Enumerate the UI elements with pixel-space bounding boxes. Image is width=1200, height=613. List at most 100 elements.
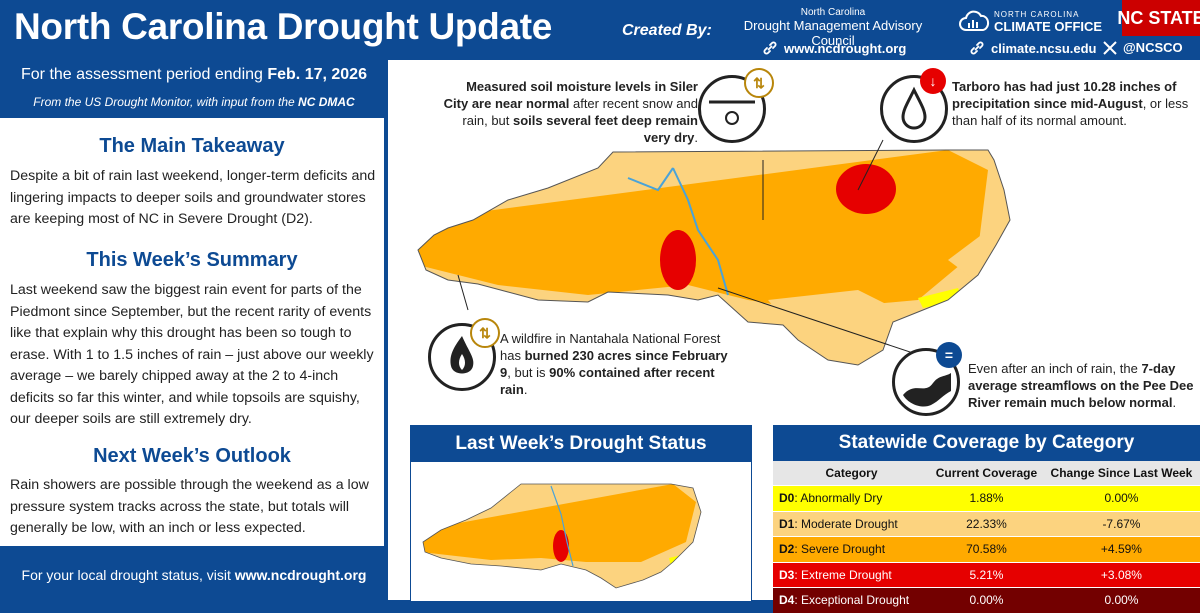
outlook-heading: Next Week’s Outlook: [93, 445, 291, 467]
summary-heading: This Week’s Summary: [86, 249, 298, 271]
source-org: NC DMAC: [298, 95, 355, 109]
social-link[interactable]: @NCSCO: [1103, 40, 1183, 55]
created-by-label: Created By:: [622, 22, 712, 39]
link-icon: [763, 41, 777, 55]
category-code: D2: [779, 542, 795, 557]
climate-link[interactable]: climate.ncsu.edu: [969, 40, 1096, 56]
source-note: From the US Drought Monitor, with input …: [0, 95, 388, 109]
current-coverage-cell: 5.21%: [930, 561, 1043, 588]
soil-text-4: soils several feet deep remain very dry: [513, 113, 698, 145]
cloud-icon: [959, 10, 990, 31]
assessment-period: For the assessment period ending Feb. 17…: [0, 66, 388, 84]
category-label: : Abnormally Dry: [794, 491, 883, 506]
category-code: D1: [779, 516, 795, 531]
stream-text-1: Even after an inch of rain, the: [968, 361, 1142, 376]
stream-text-2: 7-day average streamflows on the Pee Dee…: [968, 361, 1194, 410]
soil-text-1: Measured soil moisture levels in Siler C…: [443, 79, 698, 111]
category-code: D4: [779, 593, 795, 608]
nccco-big-text: CLIMATE OFFICE: [994, 19, 1103, 34]
ncstate-logo: NC STATE: [1117, 0, 1200, 36]
current-coverage-cell: 22.33%: [930, 510, 1043, 537]
link-icon: [970, 41, 984, 55]
fire-text-1: A wildfire in Nantahala National Forest …: [500, 331, 721, 363]
takeaway-heading: The Main Takeaway: [99, 135, 285, 157]
tarboro-callout: Tarboro has had just 10.28 inches of pre…: [952, 78, 1200, 129]
last-week-panel: Last Week’s Drought Status: [410, 425, 752, 602]
page-title: North Carolina Drought Update: [14, 6, 553, 47]
wildfire-callout: A wildfire in Nantahala National Forest …: [500, 330, 740, 398]
change-cell: 0.00%: [1042, 587, 1200, 613]
category-label: : Extreme Drought: [794, 567, 892, 582]
stream-text-3: .: [1172, 395, 1177, 410]
soil-text-2: are near normal: [471, 96, 570, 111]
change-cell: +3.08%: [1042, 561, 1200, 588]
mixed-trend-badge-icon: ⇅: [744, 68, 774, 98]
source-prefix: From the US Drought Monitor, with input …: [33, 95, 299, 109]
coverage-row: D0: Abnormally Dry 1.88% 0.00%: [773, 485, 1200, 511]
category-cell: D0: Abnormally Dry: [773, 485, 930, 511]
category-code: D3: [779, 567, 795, 582]
category-cell: D1: Moderate Drought: [773, 510, 930, 537]
tarboro-text-2: , or less than half of its normal amount…: [952, 96, 1189, 128]
streamflow-callout: Even after an inch of rain, the 7-day av…: [968, 360, 1200, 411]
nc-climate-office-logo: NORTH CAROLINA CLIMATE OFFICE: [958, 6, 1118, 36]
soil-callout: Measured soil moisture levels in Siler C…: [438, 78, 698, 146]
soil-text-3: after recent snow and rain, but: [462, 96, 698, 128]
climate-link-text: climate.ncsu.edu: [991, 40, 1097, 56]
current-coverage-cell: 1.88%: [930, 485, 1043, 511]
fire-text-2: burned 230 acres since February 9: [500, 348, 728, 380]
soil-text-5: .: [694, 130, 698, 145]
header-current: Current Coverage: [930, 461, 1043, 486]
header-category: Category: [773, 461, 930, 486]
change-cell: -7.67%: [1042, 510, 1200, 537]
dmac-name: Drought Management Advisory Council: [743, 18, 923, 48]
category-code: D0: [779, 491, 795, 506]
coverage-title: Statewide Coverage by Category: [773, 425, 1200, 461]
fire-trend-badge-icon: ⇅: [470, 318, 500, 348]
streamflow-icon: [892, 348, 960, 416]
category-cell: D2: Severe Drought: [773, 536, 930, 562]
coverage-panel: Statewide Coverage by Category Category …: [773, 425, 1200, 613]
dmac-top-label: North Carolina: [800, 7, 866, 18]
coverage-row: D4: Exceptional Drought 0.00% 0.00%: [773, 587, 1200, 613]
takeaway-text: Despite a bit of rain last weekend, long…: [10, 168, 376, 227]
coverage-table: Category Current Coverage Change Since L…: [773, 461, 1200, 613]
period-date: Feb. 17, 2026: [267, 66, 367, 83]
last-week-title: Last Week’s Drought Status: [411, 426, 751, 462]
category-cell: D3: Extreme Drought: [773, 561, 930, 588]
current-coverage-cell: 70.58%: [930, 536, 1043, 562]
social-handle: @NCSCO: [1123, 40, 1183, 55]
category-cell: D4: Exceptional Drought: [773, 587, 930, 613]
period-prefix: For the assessment period ending: [21, 66, 268, 83]
category-label: : Severe Drought: [794, 542, 886, 557]
summary-text: Last weekend saw the biggest rain event …: [10, 282, 374, 427]
header-change: Change Since Last Week: [1042, 461, 1200, 486]
fire-text-4: 90% contained after recent rain: [500, 365, 715, 397]
coverage-row: D2: Severe Drought 70.58% +4.59%: [773, 536, 1200, 562]
x-logo-icon: [1103, 40, 1117, 55]
category-label: : Moderate Drought: [794, 516, 898, 531]
footer-link[interactable]: www.ncdrought.org: [234, 567, 367, 583]
summary-panel: The Main Takeaway Despite a bit of rain …: [0, 118, 384, 546]
down-trend-badge-icon: ↓: [920, 68, 946, 94]
fire-text-3: , but is: [507, 365, 550, 380]
header-bar: North Carolina Drought Update Created By…: [0, 0, 1200, 60]
change-cell: 0.00%: [1042, 485, 1200, 511]
coverage-row: D1: Moderate Drought 22.33% -7.67%: [773, 510, 1200, 537]
change-cell: +4.59%: [1042, 536, 1200, 562]
no-change-badge-icon: =: [936, 342, 962, 368]
last-week-map: [422, 483, 702, 589]
current-coverage-cell: 0.00%: [930, 587, 1043, 613]
category-label: : Exceptional Drought: [794, 593, 910, 608]
footer-note: For your local drought status, visit www…: [0, 567, 388, 583]
tarboro-text-1: Tarboro has had just 10.28 inches of pre…: [952, 79, 1177, 111]
coverage-header-row: Category Current Coverage Change Since L…: [773, 461, 1200, 486]
nccco-small-text: NORTH CAROLINA: [994, 10, 1080, 19]
soil-moisture-icon: [698, 75, 766, 143]
sidebar: For the assessment period ending Feb. 17…: [0, 60, 388, 600]
ncdrought-link[interactable]: www.ncdrought.org: [762, 40, 906, 56]
fire-text-5: .: [523, 382, 528, 397]
footer-prefix: For your local drought status, visit: [21, 567, 235, 583]
nc-drought-map: [417, 139, 1011, 366]
coverage-row: D3: Extreme Drought 5.21% +3.08%: [773, 561, 1200, 588]
